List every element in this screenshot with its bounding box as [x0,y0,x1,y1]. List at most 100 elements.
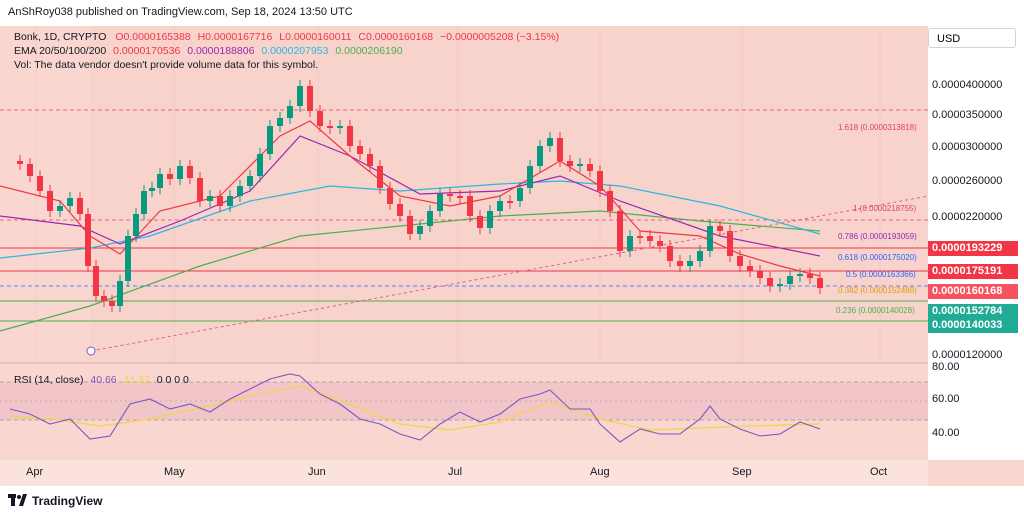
horizontal-levels [0,109,928,322]
ohlc-low: L0.0000160011 [279,31,352,43]
candle-body [607,191,613,211]
candle-body [567,161,573,166]
candle-body [717,226,723,231]
candle-body [47,191,53,211]
time-label: Aug [590,466,610,478]
fib-label: 0.618 (0.0000175020) [838,253,917,262]
candle-body [307,86,313,111]
fib-label: 1 (0.0000218755) [853,204,917,213]
candle-body [207,196,213,201]
price-axis[interactable]: USD 0.0000400000 0.0000350000 0.0000300000… [928,26,1024,460]
date-range-shade [90,26,928,362]
time-label: Jul [448,466,463,478]
price-badge: 0.0000152784 [928,304,1018,319]
ema20-line [0,120,821,277]
candle-body [67,198,73,206]
candle-body [737,256,743,266]
vol-note[interactable]: Vol: The data vendor doesn't provide vol… [14,59,319,71]
candle-body [557,138,563,161]
candle-body [497,201,503,211]
price-badge: 0.0000160168 [928,284,1018,299]
candle-body [217,196,223,206]
price-label: 0.0000260000 [932,175,1003,187]
candle-body [337,126,343,128]
price-badge: 0.0000193229 [928,241,1018,256]
candle-body [277,118,283,126]
published-by-text: AnShRoy038 published on TradingView.com,… [8,6,353,18]
currency-button[interactable]: USD [928,28,1016,48]
candle-body [237,186,243,196]
candle-body [347,126,353,146]
chart-legend: Bonk, 1D, CRYPTO O0.0000165388 H0.000016… [14,30,559,72]
candle-body [747,266,753,271]
candle-body [377,166,383,188]
candle-body [187,166,193,178]
rsi-line [9,373,821,443]
candle-body [125,236,131,281]
candle-body [667,246,673,261]
candle-body [547,138,553,146]
price-label: 0.0000350000 [932,109,1003,121]
ema200-value: 0.0000206190 [335,45,403,57]
legend-vol-row: Vol: The data vendor doesn't provide vol… [14,58,559,72]
ohlc-open: O0.0000165388 [115,31,191,43]
candle-body [117,281,123,306]
candle-body [109,301,115,306]
candle-body [149,188,155,191]
candle-body [707,226,713,251]
time-label: Jun [308,466,326,478]
candle-body [177,166,183,179]
candle-body [677,261,683,266]
time-label: Sep [732,466,752,478]
candle-body [407,216,413,234]
candle-body [387,188,393,204]
trend-line-anchor[interactable] [86,346,96,356]
candle-body [77,198,83,214]
rsi-axis-label: 60.00 [932,393,960,405]
candle-body [527,166,533,188]
fib-labels: 1.618 (0.0000313818) 1 (0.0000218755) 0.78… [836,123,917,315]
candle-body [357,146,363,154]
candle-body [797,274,803,276]
time-axis[interactable]: Apr May Jun Jul Aug Sep Oct [0,460,928,486]
ohlc-change: −0.0000005208 (−3.15%) [440,31,560,43]
ema-label[interactable]: EMA 20/50/100/200 [14,45,107,57]
rsi-ma-value: 41.32 [123,374,150,386]
candle-body [587,164,593,171]
brand-name[interactable]: TradingView [32,494,103,508]
candle-body [597,171,603,191]
candle-body [687,261,693,266]
candle-body [777,284,783,286]
price-badge: 0.0000175191 [928,264,1018,279]
fib-label: 0.382 (0.0000152489) [838,286,917,295]
candle-body [627,236,633,251]
candle-body [617,211,623,251]
candle-body [537,146,543,166]
trend-line[interactable] [90,195,928,352]
ohlc-high: H0.0000167716 [197,31,273,43]
candle-body [767,278,773,286]
candle-body [167,174,173,179]
rsi-pane[interactable] [0,364,928,460]
candle-body [427,211,433,226]
candle-body [817,278,823,288]
symbol-label[interactable]: Bonk, 1D, CRYPTO [14,31,107,43]
candle-body [267,126,273,154]
candle-body [807,274,813,278]
candle-body [197,178,203,201]
ema100-value: 0.0000207953 [261,45,329,57]
candle-body [27,164,33,176]
candle-body [287,106,293,118]
candle-body [227,196,233,206]
candle-body [647,236,653,241]
rsi-label[interactable]: RSI (14, close) [14,374,84,386]
candle-body [85,214,91,266]
candle-body [467,196,473,216]
price-chart[interactable]: 1.618 (0.0000313818) 1 (0.0000218755) 0.78… [0,26,928,362]
rsi-zeros: 0 0 0 0 [156,374,189,386]
candle-body [757,271,763,278]
time-label: Apr [26,466,44,478]
pane-separator[interactable] [0,362,928,364]
rsi-axis-label: 40.00 [932,427,960,439]
